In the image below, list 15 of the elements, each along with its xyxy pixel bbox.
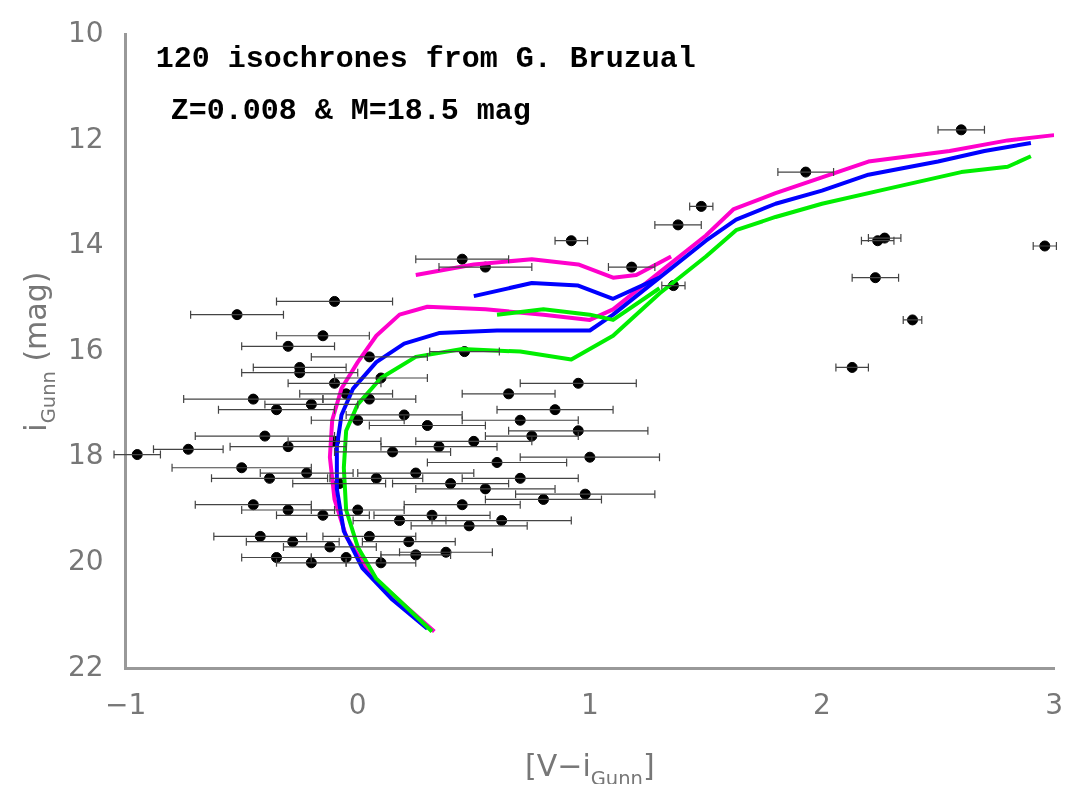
text: Z=0.008 & M=18.5 mag <box>170 94 531 129</box>
x-tick-label: 0 <box>348 688 367 722</box>
y-tick-label: 22 <box>67 649 104 683</box>
y-tick-label: 10 <box>67 16 104 50</box>
x-tick-label: 1 <box>580 688 599 722</box>
y-tick-label: 14 <box>67 227 104 261</box>
chart-title: 120 isochrones from G. Bruzual <box>155 42 696 77</box>
y-tick-label: 12 <box>67 121 104 155</box>
y-axis-title: iGunn (mag) <box>18 271 60 432</box>
y-tick-label: 16 <box>67 332 104 366</box>
x-tick-label: 2 <box>813 688 831 722</box>
y-tick-label: 18 <box>67 438 104 472</box>
x-tick-label: 3 <box>1045 688 1064 722</box>
x-tick-label: −1 <box>104 688 147 722</box>
y-tick-label: 20 <box>67 544 104 578</box>
